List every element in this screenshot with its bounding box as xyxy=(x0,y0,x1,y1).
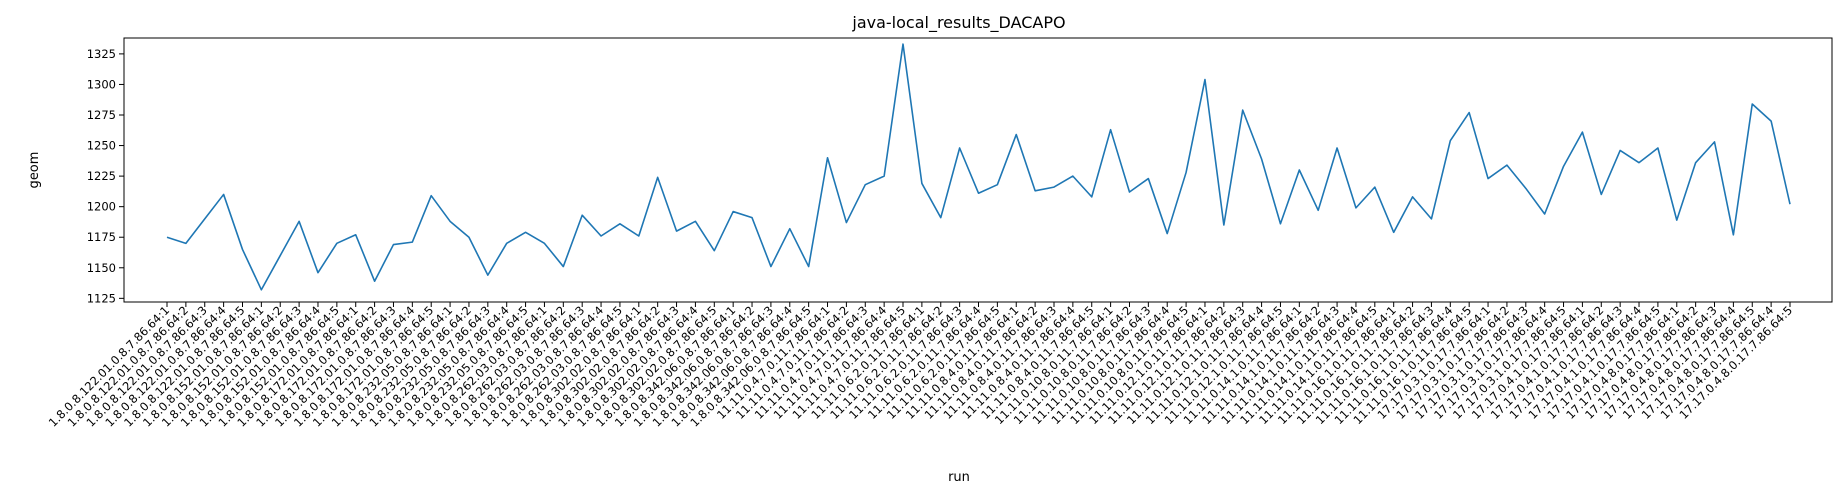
y-tick-label: 1250 xyxy=(87,139,116,153)
y-tick-label: 1175 xyxy=(87,230,116,244)
y-tick-label: 1325 xyxy=(87,47,116,61)
y-tick-label: 1150 xyxy=(87,261,116,275)
chart-title: java-local_results_DACAPO xyxy=(851,13,1065,33)
series-line xyxy=(166,43,1791,291)
y-tick-label: 1225 xyxy=(87,169,116,183)
series-layer xyxy=(166,43,1791,291)
y-axis-label: geom xyxy=(27,152,42,189)
x-axis: 1.8.0.8.122.01.0.8.7.86.64:11.8.0.8.122.… xyxy=(46,302,1795,430)
x-axis-label: run xyxy=(948,470,970,485)
plot-area: 1125 1150 1175 1200 1225 1250 1275 1300 1325 1.8… xyxy=(46,37,1833,430)
y-tick-label: 1275 xyxy=(87,108,116,122)
y-tick-label: 1300 xyxy=(87,77,116,91)
y-tick-label: 1125 xyxy=(87,291,116,305)
y-axis: 1125 1150 1175 1200 1225 1250 1275 1300 1325 xyxy=(87,47,124,305)
y-tick-label: 1200 xyxy=(87,200,116,214)
